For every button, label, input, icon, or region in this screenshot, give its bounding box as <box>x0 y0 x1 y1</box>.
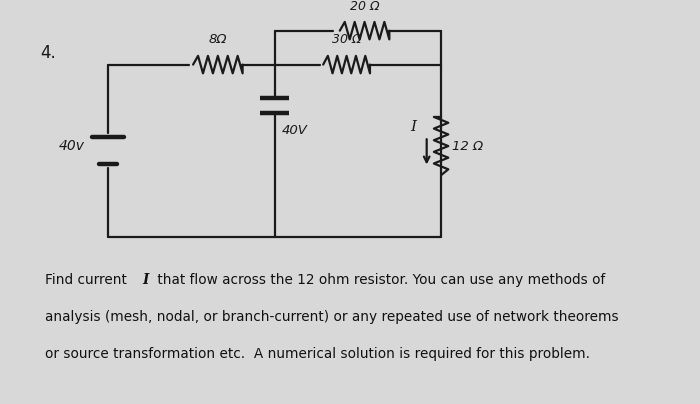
Text: I: I <box>142 273 148 287</box>
Text: that flow across the 12 ohm resistor. You can use any methods of: that flow across the 12 ohm resistor. Yo… <box>153 273 606 287</box>
Text: 12 Ω: 12 Ω <box>452 139 483 153</box>
Text: I: I <box>410 120 416 135</box>
Text: 4.: 4. <box>41 44 56 62</box>
Text: or source transformation etc.  A numerical solution is required for this problem: or source transformation etc. A numerica… <box>45 347 590 361</box>
Text: 40v: 40v <box>59 139 85 153</box>
Text: 20 Ω: 20 Ω <box>350 0 379 13</box>
Text: 40V: 40V <box>282 124 307 137</box>
Text: 8Ω: 8Ω <box>209 33 227 46</box>
Text: Find current: Find current <box>45 273 132 287</box>
Text: analysis (mesh, nodal, or branch-current) or any repeated use of network theorem: analysis (mesh, nodal, or branch-current… <box>45 310 619 324</box>
Text: 30 Ω: 30 Ω <box>332 33 361 46</box>
